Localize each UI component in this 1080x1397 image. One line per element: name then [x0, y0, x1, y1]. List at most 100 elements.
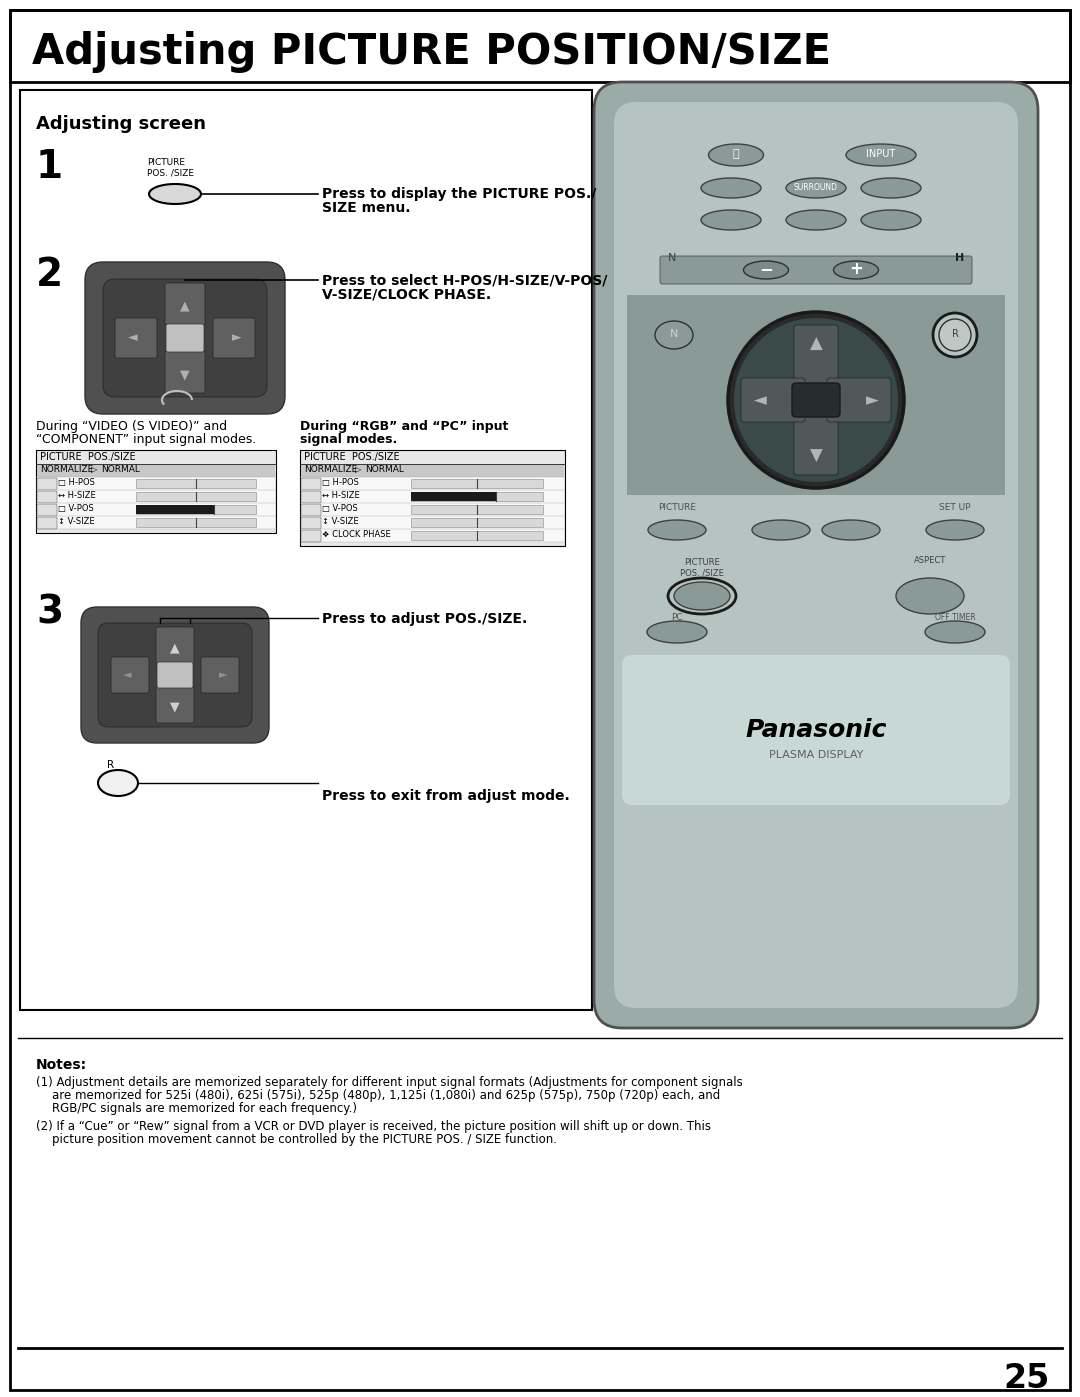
Ellipse shape: [924, 622, 985, 643]
Ellipse shape: [926, 520, 984, 541]
Text: NORMALIZE: NORMALIZE: [303, 465, 357, 474]
Text: □ H-POS: □ H-POS: [58, 478, 95, 488]
FancyBboxPatch shape: [301, 490, 321, 503]
FancyBboxPatch shape: [301, 503, 564, 515]
Text: SIZE menu.: SIZE menu.: [322, 201, 410, 215]
Text: ►: ►: [866, 391, 878, 409]
Text: ↔ H-SIZE: ↔ H-SIZE: [322, 490, 360, 500]
Text: R: R: [107, 760, 114, 770]
FancyBboxPatch shape: [85, 263, 285, 414]
Text: Press to display the PICTURE POS./: Press to display the PICTURE POS./: [322, 187, 596, 201]
FancyBboxPatch shape: [37, 490, 57, 503]
Text: PLASMA DISPLAY: PLASMA DISPLAY: [769, 750, 863, 760]
Text: □ V-POS: □ V-POS: [322, 504, 357, 513]
Text: ►: ►: [232, 331, 242, 345]
Ellipse shape: [822, 520, 880, 541]
FancyBboxPatch shape: [37, 503, 275, 515]
Text: SURROUND: SURROUND: [794, 183, 838, 191]
FancyBboxPatch shape: [37, 515, 275, 529]
Ellipse shape: [861, 210, 921, 231]
FancyBboxPatch shape: [111, 657, 149, 693]
FancyBboxPatch shape: [213, 319, 255, 358]
FancyBboxPatch shape: [627, 295, 1005, 495]
FancyBboxPatch shape: [157, 662, 193, 687]
FancyBboxPatch shape: [301, 490, 564, 503]
Text: NORMAL: NORMAL: [365, 465, 404, 474]
Text: ❖ CLOCK PHASE: ❖ CLOCK PHASE: [322, 529, 391, 539]
FancyBboxPatch shape: [98, 623, 252, 726]
Text: V-SIZE/CLOCK PHASE.: V-SIZE/CLOCK PHASE.: [322, 288, 491, 302]
Text: Press to select H-POS/H-SIZE/V-POS/: Press to select H-POS/H-SIZE/V-POS/: [322, 274, 607, 288]
FancyBboxPatch shape: [37, 476, 275, 490]
Text: Notes:: Notes:: [36, 1058, 87, 1071]
Text: ○: ○: [949, 624, 961, 638]
FancyBboxPatch shape: [165, 351, 205, 393]
Circle shape: [939, 319, 971, 351]
Ellipse shape: [701, 177, 761, 198]
FancyBboxPatch shape: [37, 504, 57, 515]
FancyBboxPatch shape: [103, 279, 267, 397]
Text: OFF TIMER: OFF TIMER: [934, 613, 975, 622]
Text: (1) Adjustment details are memorized separately for different input signal forma: (1) Adjustment details are memorized sep…: [36, 1076, 743, 1090]
Text: −: −: [759, 260, 773, 278]
FancyBboxPatch shape: [81, 608, 269, 743]
Text: RGB/PC signals are memorized for each frequency.): RGB/PC signals are memorized for each fr…: [52, 1102, 357, 1115]
FancyBboxPatch shape: [136, 518, 256, 527]
Text: ▷: ▷: [355, 465, 362, 474]
FancyBboxPatch shape: [37, 517, 57, 529]
Text: N: N: [670, 330, 678, 339]
FancyBboxPatch shape: [156, 627, 194, 665]
FancyBboxPatch shape: [301, 478, 321, 490]
FancyBboxPatch shape: [411, 492, 543, 502]
Circle shape: [734, 319, 897, 482]
FancyBboxPatch shape: [37, 478, 57, 490]
FancyBboxPatch shape: [741, 379, 805, 422]
Text: □ H-POS: □ H-POS: [322, 478, 359, 488]
Text: ▲: ▲: [810, 335, 822, 353]
Text: ⏻: ⏻: [732, 149, 740, 159]
Text: R: R: [951, 330, 958, 339]
Text: PICTURE: PICTURE: [684, 557, 720, 567]
Text: PICTURE  POS./SIZE: PICTURE POS./SIZE: [303, 453, 400, 462]
Text: ▲: ▲: [180, 299, 190, 313]
FancyBboxPatch shape: [615, 102, 1018, 1009]
FancyBboxPatch shape: [301, 529, 564, 542]
Text: ▼: ▼: [810, 447, 822, 465]
Text: 1: 1: [36, 148, 63, 186]
Text: NORMAL: NORMAL: [102, 465, 140, 474]
Ellipse shape: [786, 210, 846, 231]
Text: Adjusting PICTURE POSITION/SIZE: Adjusting PICTURE POSITION/SIZE: [32, 31, 832, 73]
FancyBboxPatch shape: [411, 492, 496, 502]
Text: PICTURE: PICTURE: [658, 503, 696, 511]
Text: ↕ V-SIZE: ↕ V-SIZE: [322, 517, 359, 527]
FancyBboxPatch shape: [114, 319, 157, 358]
Text: signal modes.: signal modes.: [300, 433, 397, 446]
Text: ▼: ▼: [180, 369, 190, 381]
Text: PC: PC: [671, 613, 683, 622]
Text: +: +: [849, 260, 863, 278]
Text: 3: 3: [36, 592, 63, 631]
FancyBboxPatch shape: [165, 284, 205, 326]
FancyBboxPatch shape: [794, 411, 838, 475]
Ellipse shape: [896, 578, 964, 615]
Ellipse shape: [743, 261, 788, 279]
FancyBboxPatch shape: [201, 657, 239, 693]
Text: During “RGB” and “PC” input: During “RGB” and “PC” input: [300, 420, 509, 433]
FancyBboxPatch shape: [301, 504, 321, 515]
Text: 25: 25: [1003, 1362, 1050, 1394]
Text: ▷: ▷: [91, 465, 97, 474]
FancyBboxPatch shape: [37, 490, 275, 503]
Ellipse shape: [669, 578, 735, 615]
Ellipse shape: [648, 520, 706, 541]
Text: Press to adjust POS./SIZE.: Press to adjust POS./SIZE.: [322, 612, 527, 626]
FancyBboxPatch shape: [301, 515, 564, 529]
Ellipse shape: [708, 144, 764, 166]
Ellipse shape: [834, 261, 878, 279]
Text: ▲: ▲: [171, 641, 179, 655]
Text: ↔ H-SIZE: ↔ H-SIZE: [58, 490, 96, 500]
FancyBboxPatch shape: [37, 464, 275, 476]
Circle shape: [933, 313, 977, 358]
Text: are memorized for 525i (480i), 625i (575i), 525p (480p), 1,125i (1,080i) and 625: are memorized for 525i (480i), 625i (575…: [52, 1090, 720, 1102]
Text: ↕ V-SIZE: ↕ V-SIZE: [58, 517, 95, 527]
Text: N: N: [667, 253, 676, 263]
